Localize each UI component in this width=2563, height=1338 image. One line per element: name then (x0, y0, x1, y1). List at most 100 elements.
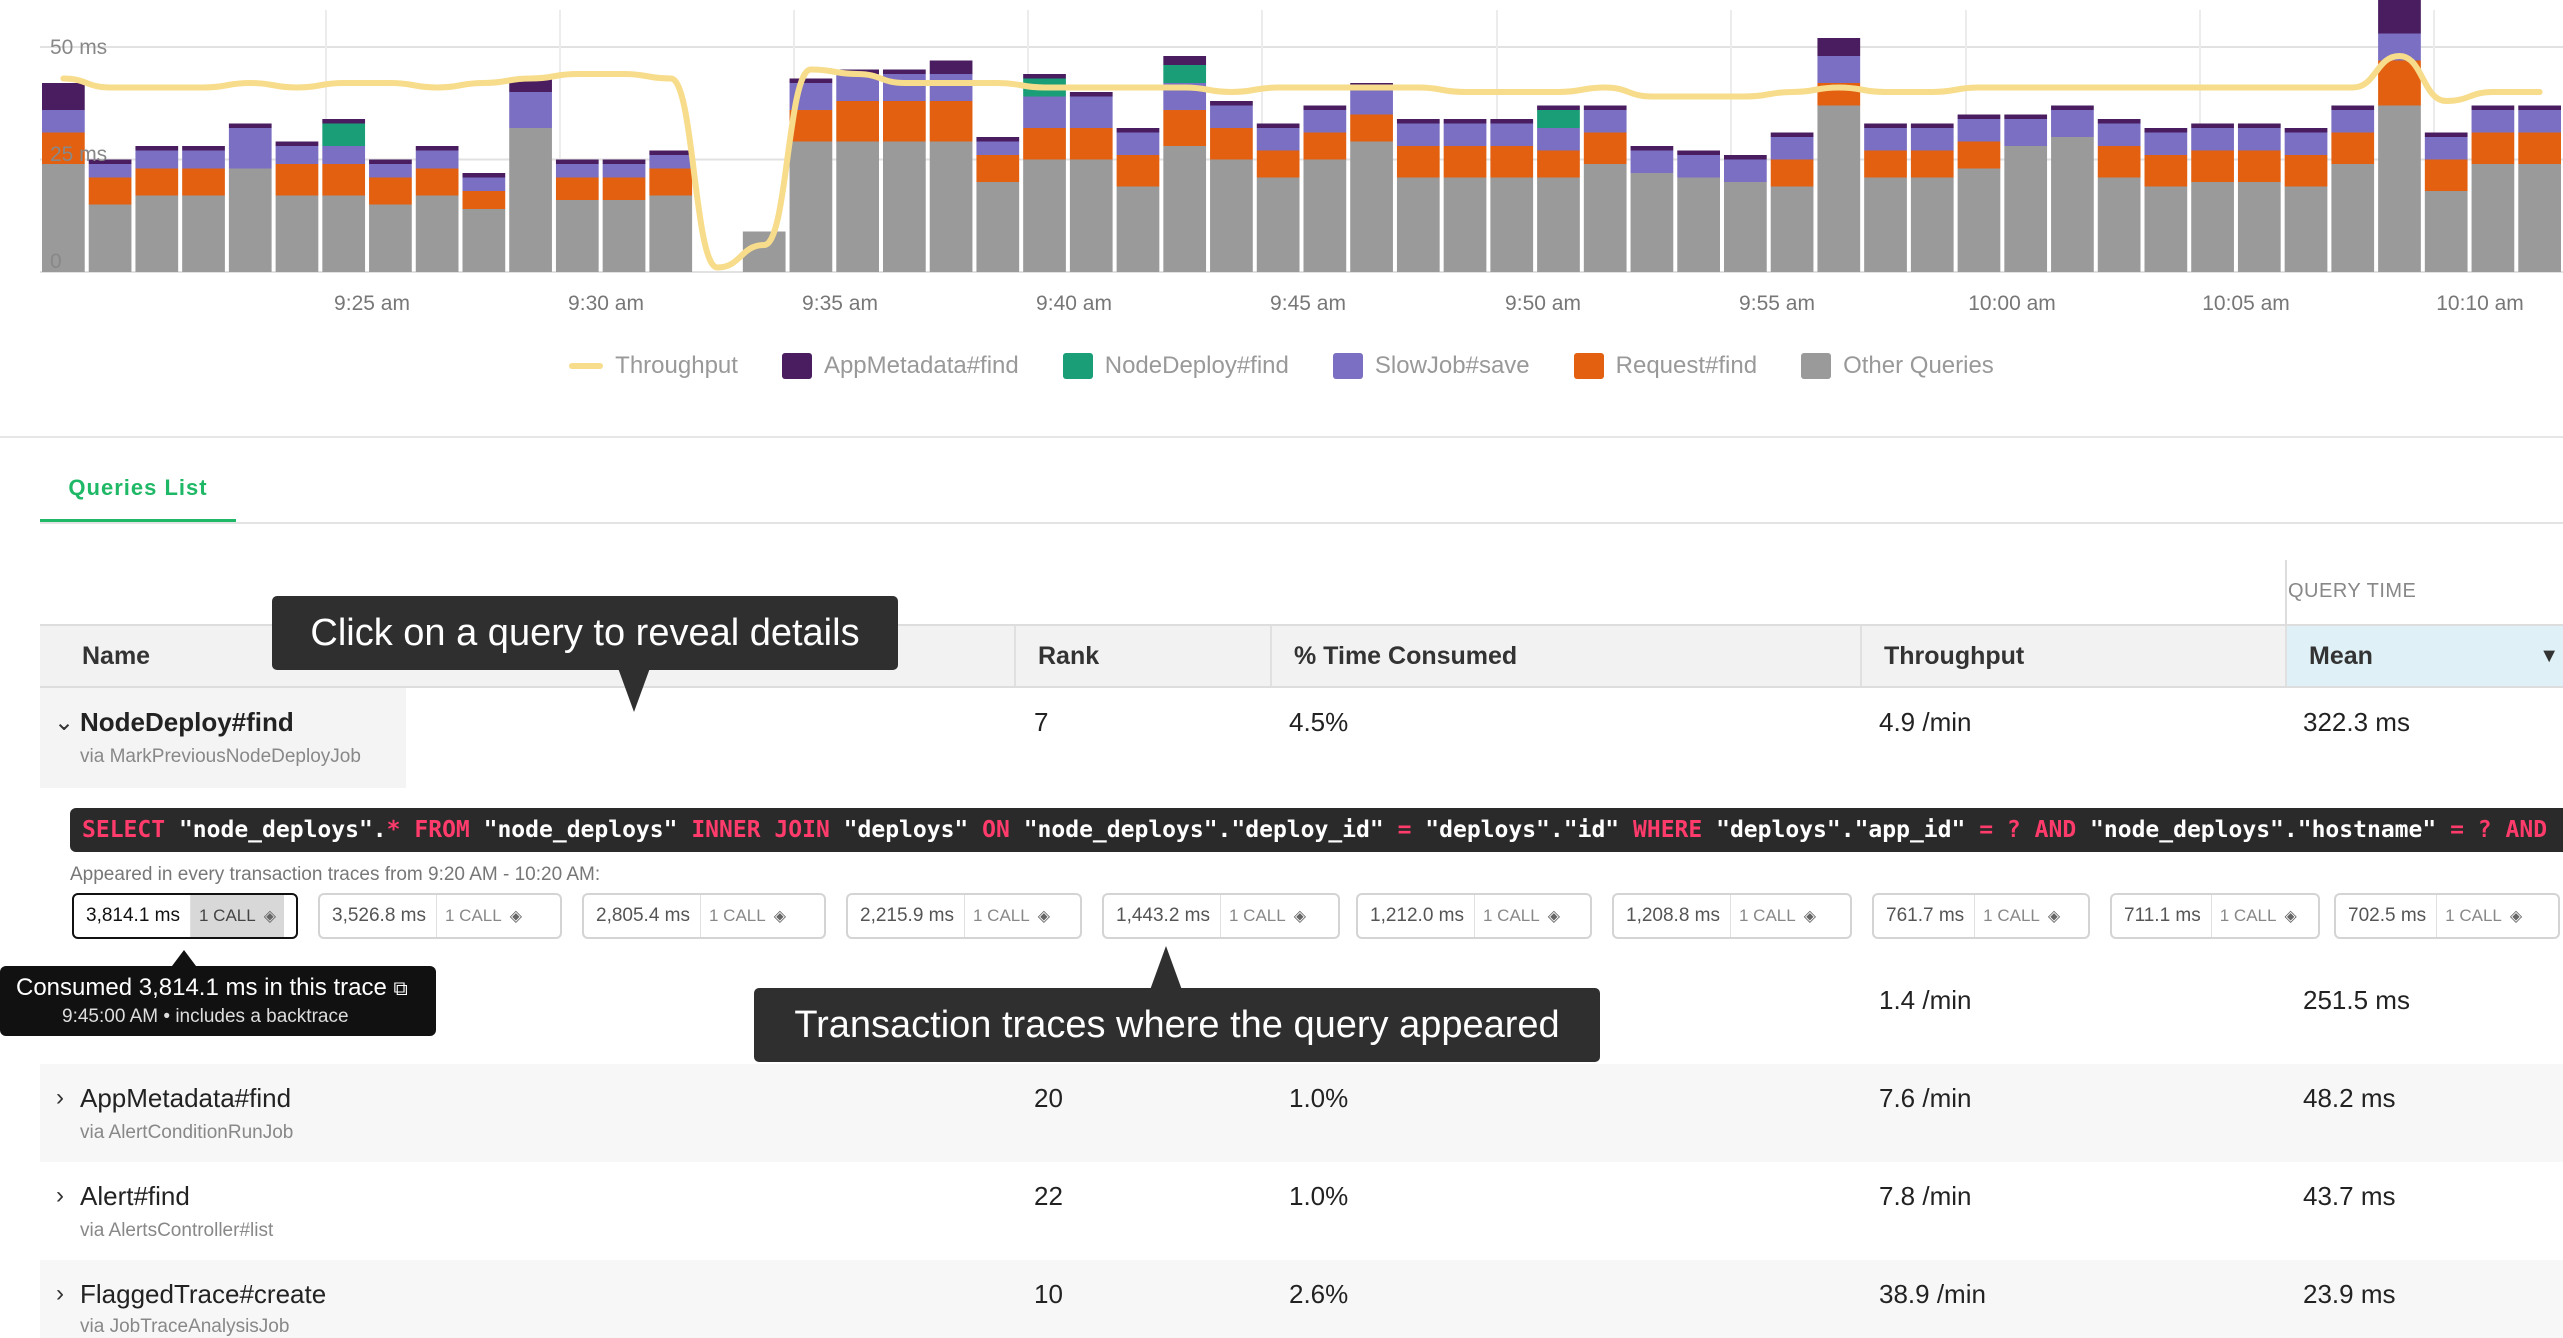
bar-segment-appmetadata-find[interactable] (789, 78, 833, 84)
bar-segment-request-find[interactable] (275, 164, 319, 196)
bar-segment-other-queries[interactable] (42, 164, 85, 272)
bar-segment-slowjob-save[interactable] (2284, 132, 2328, 156)
bar-segment-other-queries[interactable] (1163, 146, 1207, 272)
bar-segment-request-find[interactable] (2424, 159, 2468, 192)
bar-segment-appmetadata-find[interactable] (1537, 105, 1580, 111)
trace-pill[interactable]: 3,814.1 ms 1 CALL ◈ (72, 893, 298, 939)
bar-segment-request-find[interactable] (1583, 132, 1627, 165)
bar-segment-appmetadata-find[interactable] (2331, 105, 2375, 111)
bar-segment-slowjob-save[interactable] (228, 128, 272, 169)
bar-segment-other-queries[interactable] (1724, 182, 1767, 272)
bar-segment-other-queries[interactable] (1770, 186, 1814, 273)
bar-segment-slowjob-save[interactable] (1817, 56, 1861, 83)
bar-segment-other-queries[interactable] (976, 182, 1020, 272)
bar-segment-slowjob-save[interactable] (1630, 150, 1674, 174)
bar-segment-request-find[interactable] (2191, 150, 2234, 183)
bar-segment-other-queries[interactable] (415, 195, 459, 273)
bar-segment-other-queries[interactable] (2284, 186, 2328, 273)
bar-segment-appmetadata-find[interactable] (1443, 119, 1487, 124)
bar-segment-request-find[interactable] (322, 164, 366, 196)
bar-segment-appmetadata-find[interactable] (88, 159, 132, 165)
bar-segment-slowjob-save[interactable] (1023, 96, 1066, 129)
bar-segment-slowjob-save[interactable] (2191, 128, 2234, 151)
bar-segment-appmetadata-find[interactable] (883, 69, 926, 75)
bar-segment-other-queries[interactable] (88, 204, 132, 273)
bar-segment-slowjob-save[interactable] (369, 164, 412, 178)
bar-segment-request-find[interactable] (1537, 150, 1580, 178)
bar-segment-slowjob-save[interactable] (1583, 110, 1627, 133)
bar-segment-other-queries[interactable] (1817, 105, 1861, 273)
bar-segment-appmetadata-find[interactable] (2051, 105, 2094, 111)
bar-segment-other-queries[interactable] (2471, 164, 2515, 272)
column-header-name[interactable]: Name (82, 642, 151, 670)
bar-segment-other-queries[interactable] (2191, 182, 2234, 272)
bar-segment-request-find[interactable] (2237, 150, 2281, 183)
bar-segment-appmetadata-find[interactable] (1396, 119, 1440, 124)
bar-segment-other-queries[interactable] (1490, 177, 1534, 273)
bar-segment-request-find[interactable] (1210, 128, 1253, 160)
bar-segment-other-queries[interactable] (1537, 177, 1580, 273)
bar-segment-slowjob-save[interactable] (602, 164, 646, 178)
bar-segment-appmetadata-find[interactable] (1303, 105, 1347, 111)
bar-segment-request-find[interactable] (1396, 146, 1440, 178)
bar-segment-appmetadata-find[interactable] (929, 60, 973, 75)
bar-segment-slowjob-save[interactable] (2051, 110, 2094, 137)
bar-segment-appmetadata-find[interactable] (1023, 74, 1066, 79)
bar-segment-appmetadata-find[interactable] (2191, 123, 2234, 129)
bar-segment-other-queries[interactable] (1864, 177, 1907, 273)
bar-segment-slowjob-save[interactable] (2097, 123, 2141, 147)
bar-segment-slowjob-save[interactable] (1770, 137, 1814, 160)
column-header-throughput[interactable]: Throughput (1860, 626, 2285, 686)
bar-segment-appmetadata-find[interactable] (415, 146, 459, 151)
bar-segment-slowjob-save[interactable] (322, 146, 366, 164)
bar-segment-request-find[interactable] (1023, 128, 1066, 160)
bar-segment-request-find[interactable] (1350, 114, 1393, 142)
bar-segment-request-find[interactable] (2471, 132, 2515, 165)
bar-segment-slowjob-save[interactable] (1677, 155, 1720, 178)
bar-segment-other-queries[interactable] (135, 195, 179, 273)
chevron-down-icon[interactable]: ⌄ (54, 709, 75, 736)
bar-segment-appmetadata-find[interactable] (1163, 56, 1207, 65)
bar-segment-request-find[interactable] (462, 191, 506, 209)
bar-segment-other-queries[interactable] (602, 200, 646, 272)
bar-segment-request-find[interactable] (2144, 155, 2188, 187)
legend-item[interactable]: Throughput (569, 352, 738, 380)
bar-segment-appmetadata-find[interactable] (1957, 114, 2001, 120)
bar-segment-request-find[interactable] (1490, 146, 1534, 178)
bar-segment-request-find[interactable] (1256, 150, 1300, 178)
bar-segment-appmetadata-find[interactable] (182, 146, 225, 151)
bar-segment-other-queries[interactable] (2237, 182, 2281, 272)
bar-segment-other-queries[interactable] (2378, 105, 2421, 273)
bar-segment-appmetadata-find[interactable] (2471, 105, 2515, 111)
trace-pill[interactable]: 3,526.8 ms 1 CALL ◈ (318, 893, 562, 939)
bar-segment-nodedeploy-find[interactable] (322, 123, 366, 147)
bar-segment-other-queries[interactable] (1396, 177, 1440, 273)
bar-segment-other-queries[interactable] (1957, 168, 2001, 273)
trace-pill[interactable]: 1,208.8 ms 1 CALL ◈ (1612, 893, 1852, 939)
bar-segment-request-find[interactable] (1443, 146, 1487, 178)
bar-segment-other-queries[interactable] (509, 128, 552, 272)
trace-pill[interactable]: 1,212.0 ms 1 CALL ◈ (1356, 893, 1592, 939)
trace-pill[interactable]: 761.7 ms 1 CALL ◈ (1872, 893, 2090, 939)
bar-segment-other-queries[interactable] (555, 200, 599, 272)
tab-queries-list[interactable]: Queries List (40, 468, 236, 524)
bar-segment-appmetadata-find[interactable] (2378, 0, 2421, 34)
bar-segment-slowjob-save[interactable] (182, 150, 225, 169)
bar-segment-slowjob-save[interactable] (2144, 132, 2188, 156)
bar-segment-request-find[interactable] (2518, 132, 2561, 165)
bar-segment-appmetadata-find[interactable] (275, 141, 319, 147)
bar-segment-slowjob-save[interactable] (1910, 128, 1954, 151)
bar-segment-slowjob-save[interactable] (2471, 110, 2515, 133)
table-row[interactable]: › Alert#find via AlertsController#list 2… (40, 1162, 2563, 1260)
bar-segment-other-queries[interactable] (1303, 159, 1347, 273)
bar-segment-other-queries[interactable] (1210, 159, 1253, 273)
bar-segment-request-find[interactable] (1069, 128, 1113, 160)
bar-segment-appmetadata-find[interactable] (2284, 128, 2328, 133)
sql-statement[interactable]: SELECT "node_deploys".* FROM "node_deplo… (70, 808, 2563, 852)
bar-segment-slowjob-save[interactable] (976, 141, 1020, 156)
bar-segment-appmetadata-find[interactable] (602, 159, 646, 165)
bar-segment-request-find[interactable] (2284, 155, 2328, 187)
bar-segment-request-find[interactable] (1116, 155, 1160, 187)
bar-segment-request-find[interactable] (883, 101, 926, 142)
bar-segment-slowjob-save[interactable] (555, 164, 599, 178)
